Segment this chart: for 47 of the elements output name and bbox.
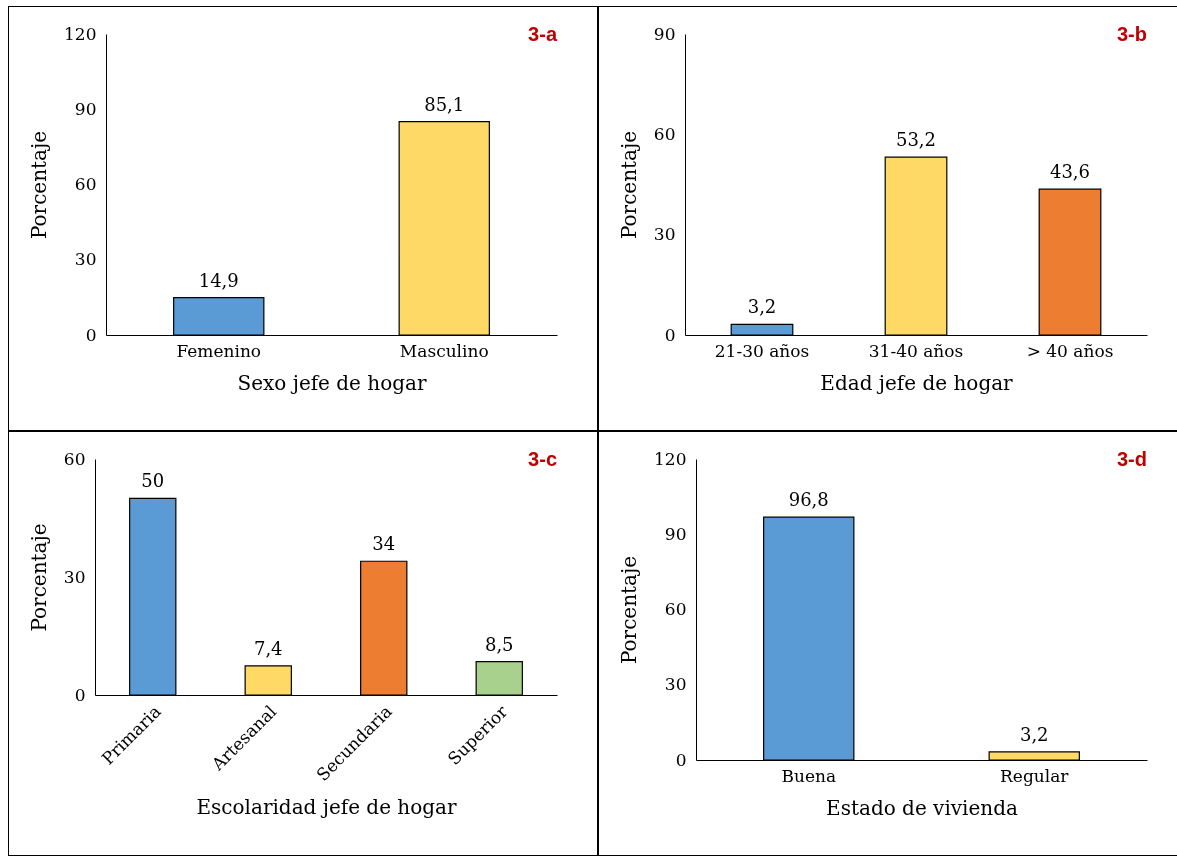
y-tick-label: 60 bbox=[653, 123, 676, 144]
y-tick-label: 0 bbox=[675, 749, 687, 770]
chart-title: 3-c bbox=[528, 448, 557, 470]
y-tick-label: 30 bbox=[653, 224, 676, 245]
x-axis-title: Escolaridad jefe de hogar bbox=[196, 795, 457, 819]
x-tick-label: > 40 años bbox=[1026, 340, 1114, 361]
x-tick-label: 31-40 años bbox=[868, 340, 964, 361]
y-tick-label: 90 bbox=[74, 98, 97, 119]
y-tick-label: 30 bbox=[74, 249, 97, 270]
chart-title: 3-b bbox=[1117, 23, 1147, 45]
y-axis-title: Porcentaje bbox=[27, 130, 52, 240]
y-axis-title: Porcentaje bbox=[617, 555, 642, 665]
y-tick-label: 60 bbox=[74, 174, 97, 194]
x-axis-title: Sexo jefe de hogar bbox=[237, 370, 427, 395]
data-label: 85,1 bbox=[424, 93, 465, 115]
x-tick-label: 21-30 años bbox=[714, 340, 810, 361]
y-tick-label: 120 bbox=[654, 448, 687, 469]
data-label: 7,4 bbox=[253, 637, 283, 659]
y-axis-title: Porcentaje bbox=[26, 523, 51, 632]
data-label: 53,2 bbox=[895, 129, 937, 151]
y-tick-label: 60 bbox=[664, 599, 687, 619]
y-tick-label: 30 bbox=[664, 674, 687, 695]
y-tick-label: 0 bbox=[85, 324, 97, 345]
data-label: 96,8 bbox=[788, 489, 829, 511]
x-axis-title: Edad jefe de hogar bbox=[820, 370, 1014, 395]
y-axis-title: Porcentaje bbox=[616, 130, 641, 240]
chart-title: 3-d bbox=[1117, 448, 1147, 470]
x-axis-title: Estado de vivienda bbox=[826, 795, 1018, 820]
x-tick-label: Regular bbox=[1000, 765, 1070, 786]
chart-title: 3-a bbox=[528, 23, 558, 45]
y-tick-label: 90 bbox=[653, 23, 676, 44]
y-tick-label: 0 bbox=[74, 684, 86, 705]
data-label: 34 bbox=[372, 533, 396, 555]
data-label: 43,6 bbox=[1049, 161, 1091, 183]
x-tick-label: Buena bbox=[781, 765, 837, 786]
data-label: 8,5 bbox=[484, 633, 514, 655]
data-label: 3,2 bbox=[747, 296, 777, 318]
data-label: 14,9 bbox=[198, 269, 239, 291]
y-tick-label: 120 bbox=[64, 23, 97, 44]
x-tick-label: Masculino bbox=[399, 340, 489, 361]
y-tick-label: 60 bbox=[63, 448, 86, 469]
y-tick-label: 90 bbox=[664, 523, 687, 544]
data-label: 3,2 bbox=[1019, 723, 1049, 745]
y-tick-label: 0 bbox=[664, 324, 676, 345]
x-tick-label: Femenino bbox=[176, 340, 262, 361]
data-label: 50 bbox=[141, 470, 165, 492]
y-tick-label: 30 bbox=[63, 566, 86, 587]
